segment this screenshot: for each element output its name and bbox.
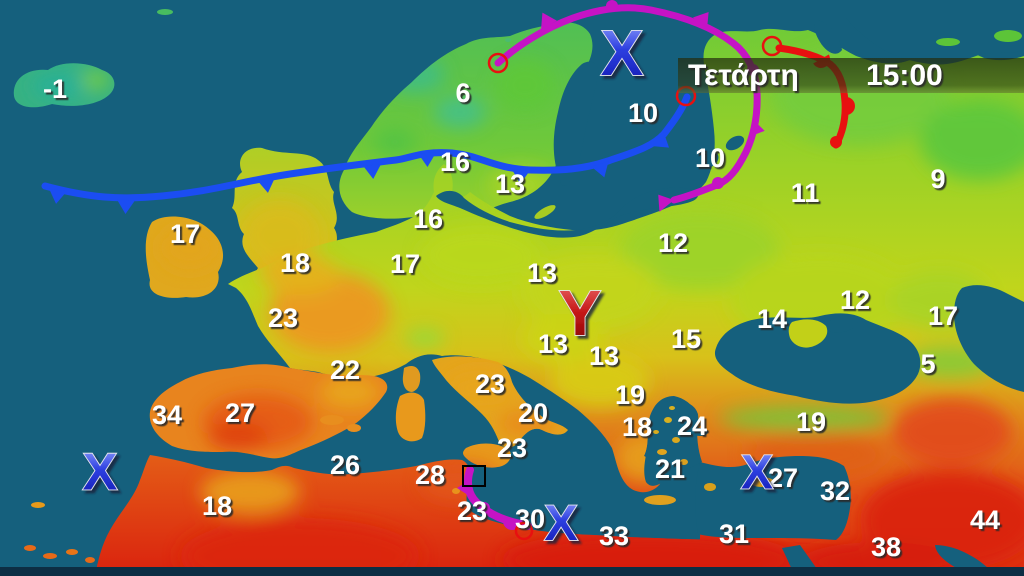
- temperature-label: 28: [415, 460, 445, 490]
- box-marker: [462, 465, 486, 487]
- temperature-label: 24: [677, 411, 707, 441]
- fronts-layer: [41, 0, 855, 541]
- temperature-label: 18: [622, 412, 652, 442]
- temperature-label: 18: [202, 491, 232, 521]
- temperature-label: 19: [796, 407, 826, 437]
- temperature-label: 13: [538, 329, 568, 359]
- temperature-label: 32: [820, 476, 850, 506]
- temperature-label: 23: [457, 496, 487, 526]
- temperature-label: 10: [628, 98, 658, 128]
- temperature-label: 6: [455, 78, 470, 108]
- low-pressure-symbol: X: [601, 17, 644, 89]
- cold-front: [41, 93, 691, 214]
- aegean-sea: [644, 400, 702, 486]
- temperature-label: 33: [599, 521, 629, 551]
- temperature-label: 13: [589, 341, 619, 371]
- persian-gulf: [935, 545, 988, 570]
- banner-background: [678, 58, 1024, 93]
- banner-time: 15:00: [866, 59, 943, 92]
- temperature-label: 17: [928, 301, 958, 331]
- temperature-label: 12: [658, 228, 688, 258]
- temperature-label: 31: [719, 519, 749, 549]
- inland-seas-layer: [436, 0, 1024, 576]
- temperature-label: 14: [757, 304, 787, 334]
- gulf-of-bothnia: [553, 61, 599, 186]
- temperature-label: 19: [615, 380, 645, 410]
- temperature-label: 27: [768, 463, 798, 493]
- low-pressure-symbol: X: [83, 444, 118, 502]
- white-sea: [814, 20, 842, 54]
- temperature-label: 44: [970, 505, 1000, 535]
- temperature-label: 20: [518, 398, 548, 428]
- high-pressure-symbol: Y: [559, 277, 602, 349]
- front-endpoint-circle: [761, 35, 783, 57]
- sea-of-marmara: [692, 428, 708, 436]
- temperature-label: 5: [920, 349, 935, 379]
- temperature-label: 23: [268, 303, 298, 333]
- temperature-label: 22: [330, 355, 360, 385]
- pressure-symbols-layer: X Y X X X: [82, 16, 774, 552]
- temperature-label: -1: [43, 74, 67, 104]
- lake-onega: [725, 135, 745, 151]
- east-mediterranean: [695, 456, 851, 540]
- front-endpoint-circle: [514, 521, 534, 541]
- temperature-label: 15: [671, 324, 701, 354]
- temperature-label: 21: [655, 454, 685, 484]
- front-endpoint-circle: [487, 52, 509, 74]
- temperature-label: 9: [930, 164, 945, 194]
- temperature-label: 13: [495, 169, 525, 199]
- temperature-label: 26: [330, 450, 360, 480]
- header-banner: Τετάρτη 15:00: [678, 58, 1024, 93]
- temperature-label: 16: [413, 204, 443, 234]
- low-pressure-symbol: X: [544, 495, 577, 551]
- caspian-sea: [954, 285, 1024, 392]
- temperature-label: 13: [527, 258, 557, 288]
- temperature-label: 10: [695, 143, 725, 173]
- temperature-label: 18: [280, 248, 310, 278]
- sea-of-azov: [826, 315, 858, 333]
- temperature-label: 16: [440, 147, 470, 177]
- temperature-label: 12: [840, 285, 870, 315]
- temperature-label: 38: [871, 532, 901, 562]
- temperature-label: 17: [170, 219, 200, 249]
- temperature-label: 23: [475, 369, 505, 399]
- temperature-label: 27: [225, 398, 255, 428]
- islands-layer: [24, 9, 1022, 563]
- crimea: [788, 319, 828, 348]
- temperature-label: 17: [390, 249, 420, 279]
- temperature-labels-layer: -1 6 10 10 16 9 13 11 16 17 12 18 17 13 12 17 23 14 15 13 13…: [43, 74, 1000, 562]
- banner-day: Τετάρτη: [688, 59, 799, 92]
- barents-sea-corner: [846, 0, 1024, 65]
- baltic-sea: [436, 187, 698, 238]
- bottom-bar: [0, 567, 1024, 576]
- temperature-label: 34: [152, 400, 182, 430]
- low-pressure-symbol: X: [741, 446, 773, 499]
- lake-ladoga: [691, 150, 719, 170]
- temperature-label: 11: [791, 178, 820, 208]
- temperature-label: 23: [497, 433, 527, 463]
- black-sea: [714, 313, 921, 404]
- temperature-label: 30: [515, 504, 545, 534]
